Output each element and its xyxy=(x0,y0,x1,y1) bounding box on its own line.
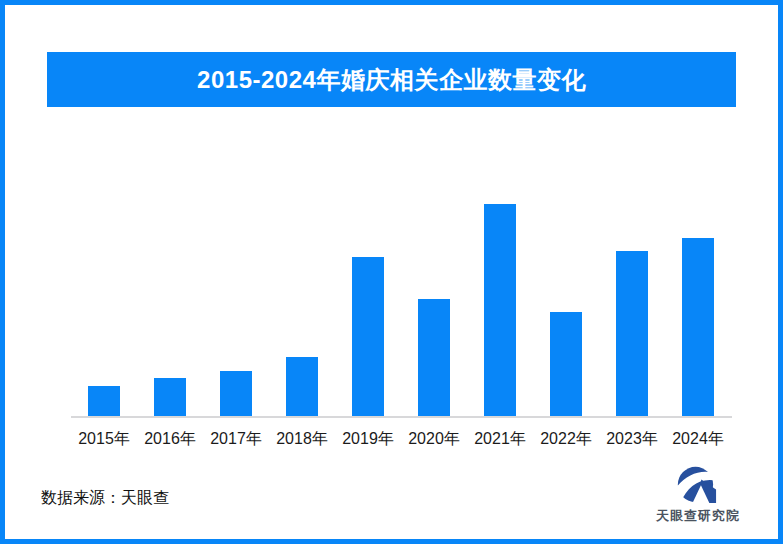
bar-2015年 xyxy=(88,386,120,416)
bar-chart: 2015年2016年2017年2018年2019年2020年2021年2022年… xyxy=(0,0,783,544)
bar-2024年 xyxy=(682,238,714,416)
x-tick-label-2021年: 2021年 xyxy=(467,429,533,450)
bar-2019年 xyxy=(352,257,384,416)
x-tick-label-2016年: 2016年 xyxy=(137,429,203,450)
x-tick-label-2015年: 2015年 xyxy=(71,429,137,450)
x-tick-label-2024年: 2024年 xyxy=(665,429,731,450)
data-source-label: 数据来源：天眼查 xyxy=(41,488,169,509)
tianyancha-logo: 天眼查研究院 xyxy=(653,465,743,525)
bar-2018年 xyxy=(286,357,318,416)
x-tick-label-2018年: 2018年 xyxy=(269,429,335,450)
bar-2017年 xyxy=(220,371,252,416)
x-tick-label-2022年: 2022年 xyxy=(533,429,599,450)
logo-text: 天眼查研究院 xyxy=(656,507,740,525)
tianyancha-eye-icon xyxy=(677,465,719,504)
x-axis-line xyxy=(71,416,732,418)
bar-2021年 xyxy=(484,204,516,416)
infographic-frame: 2015-2024年婚庆相关企业数量变化 2015年2016年2017年2018… xyxy=(0,0,783,544)
x-tick-label-2019年: 2019年 xyxy=(335,429,401,450)
bar-2016年 xyxy=(154,378,186,416)
bar-2022年 xyxy=(550,312,582,416)
bar-2023年 xyxy=(616,251,648,416)
x-tick-label-2023年: 2023年 xyxy=(599,429,665,450)
x-tick-label-2020年: 2020年 xyxy=(401,429,467,450)
x-tick-label-2017年: 2017年 xyxy=(203,429,269,450)
bar-2020年 xyxy=(418,299,450,416)
